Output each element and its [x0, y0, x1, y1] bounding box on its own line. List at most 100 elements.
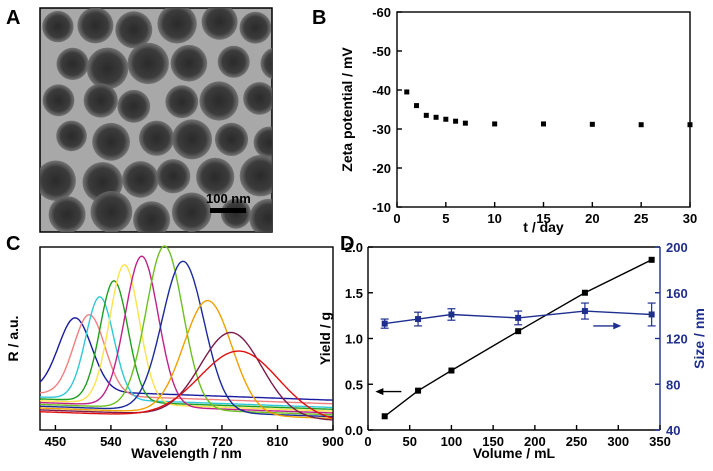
spectrum-line [39, 296, 333, 409]
x-tick-label: 0 [364, 434, 371, 449]
yield-line [384, 259, 653, 417]
y2-tick-label: 120 [666, 332, 688, 347]
nanoparticle [170, 44, 208, 82]
size-axis-arrowhead [613, 322, 622, 330]
panel-label-a: A [6, 7, 20, 29]
y-axis-label: Yield / g [317, 312, 333, 365]
nanoparticle [214, 122, 249, 156]
y2-tick-label: 160 [666, 286, 688, 301]
x-tick-label: 15 [536, 211, 550, 226]
x-tick-label: 5 [442, 211, 449, 226]
scale-bar [210, 208, 246, 213]
nanoparticle [220, 198, 252, 229]
data-point [433, 114, 439, 120]
yield-point [648, 256, 655, 263]
data-point [638, 122, 644, 128]
x-tick-label: 350 [649, 434, 671, 449]
yield-point [515, 328, 522, 335]
spectrum-line [39, 260, 333, 418]
x-tick-label: 450 [45, 434, 67, 449]
nanoparticle [249, 198, 272, 232]
data-point [414, 103, 420, 109]
yield-point [581, 289, 588, 296]
nanoparticle [260, 47, 272, 80]
x-tick-label: 50 [402, 434, 416, 449]
size-point [381, 320, 388, 327]
nanoparticle-cluster [40, 8, 272, 232]
spectrum-line [40, 245, 333, 416]
y-tick-label: -50 [372, 44, 391, 59]
y-tick-label: 0.5 [345, 377, 363, 392]
data-point [492, 121, 498, 127]
y-tick-label: -10 [372, 200, 391, 215]
nanoparticle [92, 122, 130, 161]
spectrum-line [39, 313, 333, 405]
size-point [515, 314, 522, 321]
x-tick-label: 20 [585, 211, 599, 226]
y-tick-label: -30 [372, 122, 391, 137]
nanoparticle [139, 120, 175, 156]
data-point [423, 112, 429, 118]
x-tick-label: 900 [322, 434, 344, 449]
nanoparticle [77, 8, 114, 44]
reflectance-spectra-chart: 450 540 630 720 810 900 Wavelength / nm R / a.u… [5, 245, 344, 461]
x-tick-label: 540 [100, 434, 122, 449]
size-line [384, 310, 652, 325]
data-point [687, 122, 693, 128]
x-tick-label: 720 [211, 434, 233, 449]
spectrum-line [39, 264, 333, 412]
x-tick-label: 100 [441, 434, 463, 449]
x-axis-label: Volume / mL [473, 445, 556, 461]
zeta-potential-chart: 0 5 10 15 20 25 30 -10 -20 -30 -40 -50 -60 t / day Zet… [339, 5, 697, 235]
data-point [453, 118, 459, 124]
y-tick-label: 0.0 [345, 423, 363, 438]
data-point [443, 116, 449, 122]
yield-point [381, 413, 388, 420]
x-axis-label: t / day [523, 219, 564, 235]
nanoparticle [239, 11, 272, 44]
nanoparticle [40, 160, 76, 201]
x-tick-label: 30 [683, 211, 697, 226]
y2-tick-label: 40 [666, 423, 680, 438]
nanoparticle [86, 47, 129, 90]
nanoparticle [48, 196, 86, 232]
nanoparticle [90, 191, 133, 232]
x-axis-label: Wavelength / nm [131, 445, 242, 461]
x-tick-label: 300 [607, 434, 629, 449]
spectrum-line [39, 299, 333, 420]
data-point [404, 89, 410, 95]
size-point [648, 311, 655, 318]
nanoparticle [243, 82, 272, 115]
data-point [589, 121, 595, 127]
nanoparticle [196, 157, 235, 196]
x-tick-label: 10 [487, 211, 501, 226]
x-tick-label: 0 [393, 211, 400, 226]
x-tick-label: 200 [524, 434, 546, 449]
x-tick-label: 250 [566, 434, 588, 449]
nanoparticle [42, 84, 75, 117]
y2-tick-label: 200 [666, 240, 688, 255]
nanoparticle [199, 81, 239, 121]
y2-axis-label: Size / nm [691, 308, 707, 369]
nanoparticle [133, 201, 171, 232]
spectrum-line [39, 350, 333, 419]
micrograph-frame [39, 7, 273, 233]
panel-label-d: D [340, 233, 354, 255]
y-tick-label: 1.0 [345, 332, 363, 347]
nanoparticle [217, 45, 250, 78]
y-tick-label: -40 [372, 83, 391, 98]
nanoparticle [165, 85, 199, 119]
nanoparticle [115, 11, 153, 49]
yield-axis-arrowhead [375, 388, 384, 396]
nanoparticle [253, 126, 272, 159]
nanoparticle [117, 89, 151, 123]
size-point [581, 308, 588, 315]
y2-tick-label: 80 [666, 377, 680, 392]
scale-bar-label: 100 nm [206, 191, 251, 206]
nanoparticle [171, 192, 212, 232]
y-tick-label: -20 [372, 161, 391, 176]
spectrum-line [40, 331, 333, 421]
panel-label-b: B [312, 7, 326, 29]
nanoparticle [239, 155, 272, 197]
